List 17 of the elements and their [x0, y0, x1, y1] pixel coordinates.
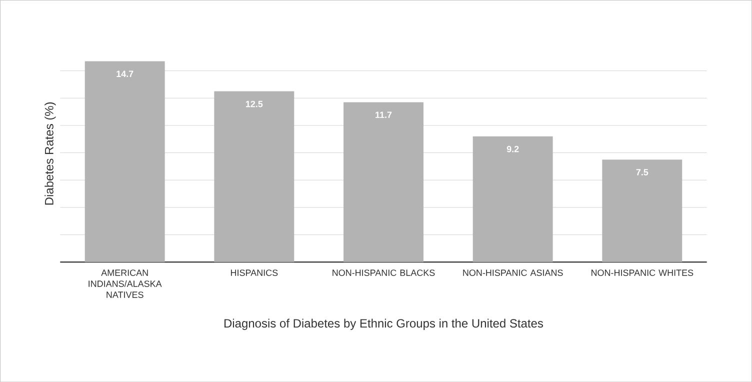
x-tick-label: NON-HISPANIC WHITES — [592, 269, 694, 276]
bar — [344, 102, 424, 262]
bar — [472, 136, 553, 262]
data-label: 14.7 — [116, 70, 134, 77]
y-axis-title: Diabetes Rates (%) — [44, 102, 56, 205]
data-label: 9.2 — [506, 146, 519, 152]
bar — [602, 160, 682, 262]
x-tick-label: HISPANICS — [230, 269, 278, 276]
x-tick-label: NON-HISPANIC ASIANS — [463, 269, 563, 276]
bar — [214, 91, 294, 262]
x-axis-title: Diagnosis of Diabetes by Ethnic Groups in the United States — [224, 318, 544, 330]
data-label: 7.5 — [636, 169, 648, 176]
bar — [84, 61, 165, 262]
data-label: 12.5 — [246, 100, 263, 108]
x-tick-label: NON-HISPANIC BLACKS — [332, 269, 435, 276]
x-tick-label: AMERICAN INDIANS/ALASKA NATIVES — [88, 269, 162, 298]
data-label: 11.7 — [376, 112, 392, 118]
